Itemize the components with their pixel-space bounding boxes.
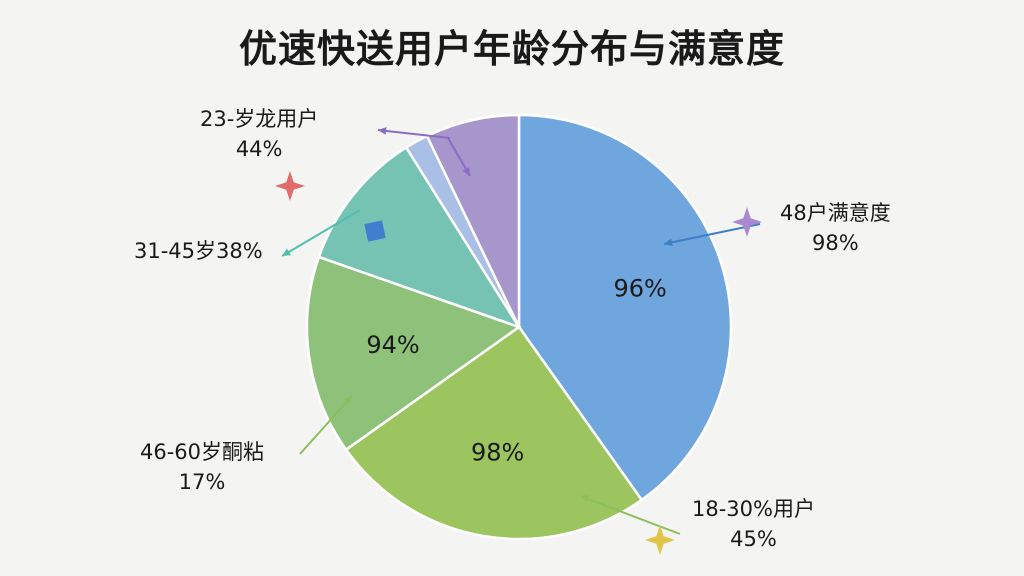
callout-value: 17% [178, 470, 226, 494]
slice-value-label: 96% [614, 274, 667, 302]
callout-text: 48户满意度 [780, 201, 891, 225]
callout-arrow [579, 495, 681, 535]
star-icon [732, 207, 762, 237]
star-icon [275, 171, 305, 201]
callout-arrow-head [282, 248, 291, 256]
callout-text: 18-30%用户 [692, 497, 815, 521]
callout-top-left: 23-岁龙用户 44% [200, 104, 318, 164]
callout-bottom-left: 46-60岁酮粘 17% [140, 437, 264, 497]
callout-value: 98% [812, 231, 859, 255]
pie-slice [305, 255, 522, 452]
callout-text: 23-岁龙用户 [200, 107, 319, 131]
square-marker-icon [364, 220, 386, 242]
callout-arrow [281, 209, 361, 257]
slice-value-label: 94% [366, 331, 419, 359]
pie-slice [517, 113, 733, 502]
callout-arrow-head [343, 396, 352, 405]
callout-arrow [299, 395, 353, 455]
pie-slice [344, 325, 644, 541]
callout-arrow-head [580, 495, 589, 503]
callout-arrow-head [664, 238, 673, 247]
callout-arrow-head [462, 167, 470, 176]
callout-top-right: 48户满意度 98% [780, 198, 891, 258]
callout-middle-left: 31-45岁38% [134, 236, 263, 266]
callout-bottom-right: 18-30%用户 45% [692, 494, 815, 554]
pie-slice [317, 145, 522, 330]
callout-text: 46-60岁酮粘 [140, 440, 265, 464]
callout-value: 45% [730, 527, 777, 551]
callout-arrow-head [378, 127, 387, 135]
callout-arrow [377, 129, 451, 139]
callout-value: 44% [235, 137, 283, 161]
slice-value-label: 98% [471, 438, 524, 466]
star-icon [645, 525, 675, 555]
chart-title: 优速快送用户年龄分布与满意度 [238, 27, 785, 71]
callout-text: 31-45岁38% [134, 239, 263, 263]
